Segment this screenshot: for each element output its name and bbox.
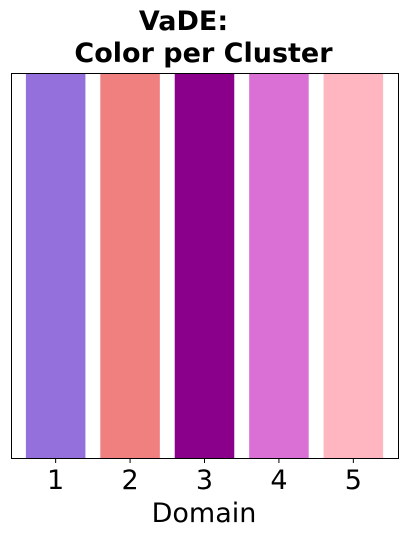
bar-5 — [323, 73, 384, 458]
chart-title-line-2: Color per Cluster — [74, 38, 333, 69]
x-tick-label-1: 1 — [47, 465, 64, 496]
bar-3 — [174, 73, 235, 458]
bar-2 — [100, 73, 160, 458]
x-tick-label-5: 5 — [345, 465, 362, 496]
x-tick-label-2: 2 — [121, 465, 138, 496]
x-ticks-group: 1 2 3 4 5 — [47, 458, 362, 496]
bars-group — [25, 73, 384, 458]
bar-4 — [249, 73, 309, 458]
x-axis-label: Domain — [152, 498, 257, 529]
chart-title-line-1: VaDE: — [138, 6, 229, 37]
x-tick-label-4: 4 — [270, 465, 287, 496]
x-tick-label-3: 3 — [196, 465, 213, 496]
bar-1 — [25, 73, 86, 458]
